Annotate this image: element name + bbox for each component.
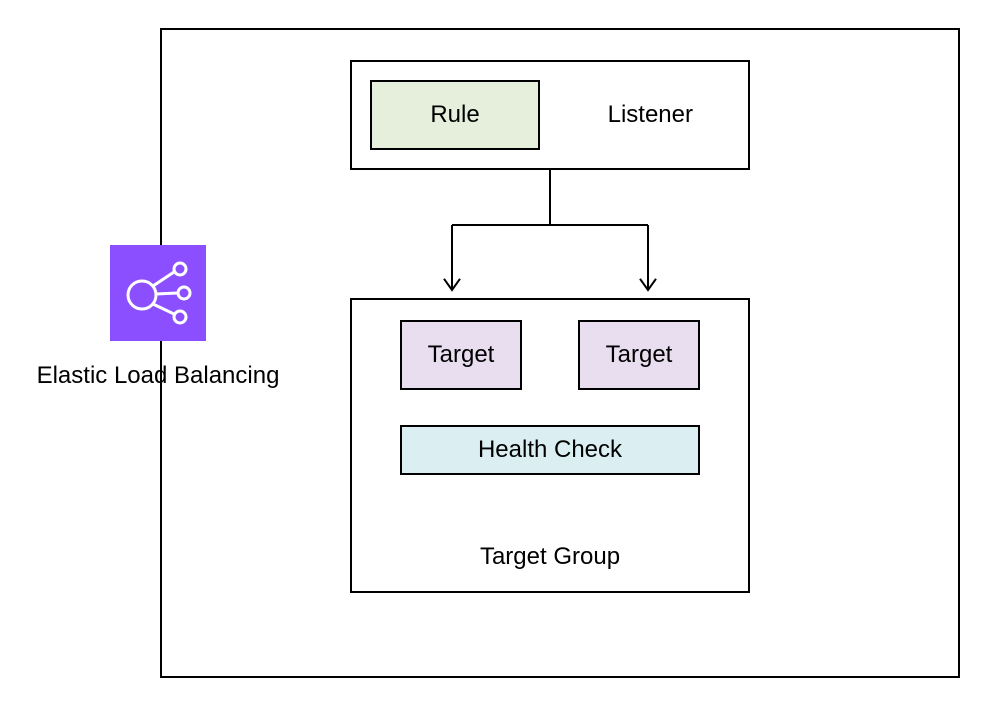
target-label: Target [428, 341, 495, 369]
target-group-label: Target Group [480, 543, 620, 571]
health-check-box: Health Check [400, 425, 700, 475]
health-check-label: Health Check [478, 436, 622, 464]
target-box-2: Target [578, 320, 700, 390]
target-box-1: Target [400, 320, 522, 390]
target-label: Target [606, 341, 673, 369]
